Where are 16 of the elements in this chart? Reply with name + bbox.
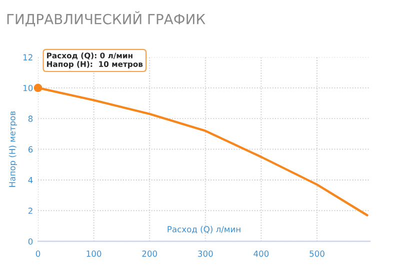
y-tick-label: 2 — [28, 208, 32, 214]
y-axis-title: Напор (H) метров — [8, 111, 17, 187]
x-tick-label: 500 — [310, 250, 324, 257]
y-tick-label: 8 — [28, 116, 33, 122]
chart-title: ГИДРАВЛИЧЕСКИЙ ГРАФИК — [7, 11, 206, 26]
y-tick-label: 12 — [23, 54, 32, 60]
y-tick-label: 10 — [23, 84, 33, 92]
x-tick-label: 0 — [36, 250, 40, 257]
x-tick-label: 200 — [142, 250, 157, 257]
y-tick-label: 4 — [28, 177, 33, 184]
y-tick-label: 0 — [28, 238, 33, 245]
x-tick-label: 400 — [254, 250, 269, 257]
y-tick-label: 6 — [28, 146, 33, 153]
x-tick-label: 100 — [86, 250, 102, 257]
x-axis-title: Расход (Q) л/мин — [168, 226, 240, 234]
x-tick-label: 300 — [198, 250, 213, 257]
